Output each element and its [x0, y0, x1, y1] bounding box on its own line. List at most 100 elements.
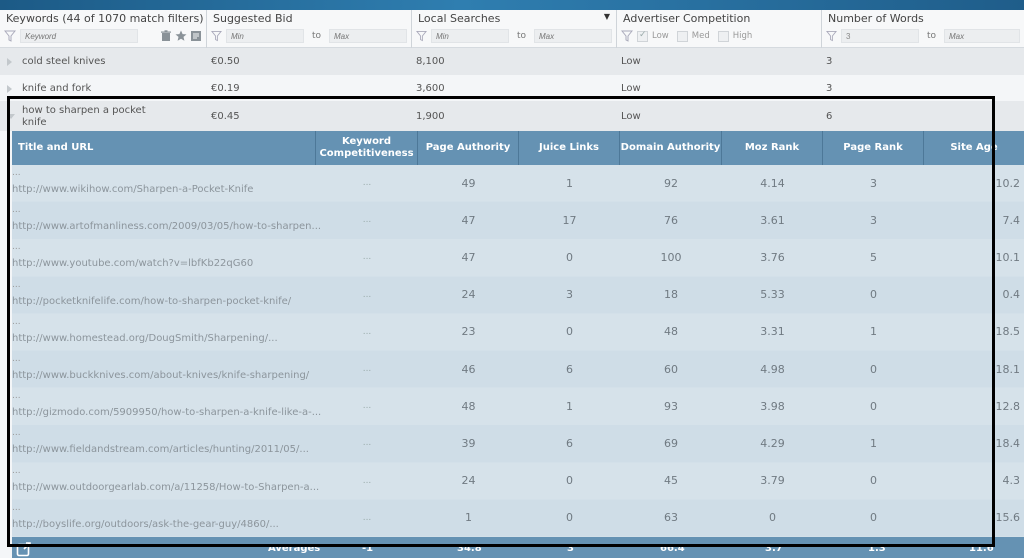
- result-url-link[interactable]: http://pocketknifelife.com/how-to-sharpe…: [12, 295, 292, 307]
- star-icon[interactable]: [175, 30, 187, 42]
- page-rank-cell: 1: [870, 436, 877, 450]
- column-title: Local Searches: [418, 12, 501, 25]
- serp-result-row[interactable]: ... http://www.artofmanliness.com/2009/03…: [12, 202, 1024, 239]
- header-juice-links[interactable]: Juice Links: [519, 131, 620, 165]
- filter-icon[interactable]: [416, 30, 427, 42]
- page-rank-cell: 0: [870, 399, 877, 413]
- competition-cell: Low: [621, 111, 641, 122]
- result-title: ...: [12, 316, 21, 327]
- avg-pa: 34.8: [457, 543, 482, 554]
- searches-min-input[interactable]: [430, 29, 509, 43]
- serp-result-row[interactable]: ... http://www.homestead.org/DougSmith/Sh…: [12, 313, 1024, 351]
- competition-low-checkbox[interactable]: [637, 30, 648, 42]
- result-url-link[interactable]: http://www.buckknives.com/about-knives/k…: [12, 370, 310, 381]
- serp-result-row[interactable]: ... http://gizmodo.com/5909950/how-to-sha…: [12, 388, 1024, 425]
- result-url-link[interactable]: http://www.artofmanliness.com/2009/03/05…: [12, 221, 322, 233]
- serp-result-row[interactable]: ... http://boyslife.org/outdoors/ask-the-…: [12, 499, 1024, 537]
- filter-icon[interactable]: [621, 30, 633, 42]
- searches-max-input[interactable]: [534, 29, 612, 43]
- sort-desc-icon[interactable]: ▼: [603, 12, 610, 21]
- serp-result-row[interactable]: ... http://www.fieldandstream.com/article…: [12, 425, 1024, 462]
- bid-min-input[interactable]: [225, 29, 304, 43]
- header-title-url[interactable]: Title and URL: [12, 131, 316, 165]
- collapse-arrow-icon[interactable]: [7, 114, 15, 119]
- header-domain-authority[interactable]: Domain Authority: [620, 131, 722, 165]
- serp-result-row[interactable]: ... http://pocketknifelife.com/how-to-sha…: [12, 276, 1024, 313]
- filter-icon[interactable]: [4, 30, 16, 42]
- result-url-link[interactable]: http://gizmodo.com/5909950/how-to-sharpe…: [12, 407, 322, 419]
- header-moz-rank[interactable]: Moz Rank: [722, 131, 823, 165]
- serp-result-row[interactable]: ... http://www.wikihow.com/Sharpen-a-Pock…: [12, 165, 1024, 202]
- juice-links-cell: 6: [566, 436, 573, 450]
- words-max-input[interactable]: [944, 29, 1020, 43]
- header-page-rank[interactable]: Page Rank: [823, 131, 924, 165]
- words-min-input[interactable]: [840, 29, 919, 43]
- external-link-icon[interactable]: [16, 541, 32, 557]
- site-age-cell: 4.3: [1002, 474, 1021, 488]
- column-local-searches[interactable]: Local Searches ▼ to: [412, 10, 617, 48]
- result-title: ...: [12, 465, 21, 476]
- serp-result-row[interactable]: ... http://www.buckknives.com/about-knive…: [12, 351, 1024, 388]
- page-rank-cell: 0: [870, 511, 877, 525]
- header-keyword-competitiveness[interactable]: Keyword Competitiveness: [316, 131, 418, 165]
- keyword-competitiveness-cell: ...: [362, 364, 372, 374]
- to-label: to: [516, 31, 526, 41]
- header-site-age[interactable]: Site Age: [950, 142, 998, 153]
- keyword-competitiveness-cell: ...: [362, 512, 372, 523]
- juice-links-cell: 0: [566, 250, 573, 264]
- site-age-cell: 0.4: [1002, 288, 1021, 302]
- header-page-authority[interactable]: Page Authority: [418, 131, 519, 165]
- words-cell: 3: [826, 83, 833, 94]
- keyword-cell: how to sharpen a pocket knife: [22, 104, 146, 128]
- site-age-cell: 18.1: [995, 362, 1021, 376]
- searches-cell: 1,900: [416, 111, 445, 122]
- moz-rank-cell: 3.98: [760, 399, 785, 413]
- expand-arrow-icon[interactable]: [7, 58, 12, 66]
- words-cell: 6: [826, 111, 833, 122]
- serp-result-row[interactable]: ... http://www.outdoorgearlab.com/a/11258…: [12, 462, 1024, 499]
- juice-links-cell: 1: [566, 399, 573, 413]
- page-rank-cell: 5: [870, 250, 877, 264]
- juice-links-cell: 0: [566, 474, 573, 488]
- keyword-filter-input[interactable]: [20, 29, 138, 43]
- juice-links-cell: 0: [566, 511, 573, 525]
- averages-row: Averages -1 34.8 3 66.4 3.7 1.3 11.6: [12, 537, 1024, 558]
- result-url-link[interactable]: http://www.outdoorgearlab.com/a/11258/Ho…: [12, 481, 320, 493]
- keyword-row-expanded[interactable]: how to sharpen a pocket knife €0.45 1,90…: [0, 102, 1024, 131]
- notes-icon[interactable]: [190, 30, 202, 42]
- result-url-link[interactable]: http://www.homestead.org/DougSmith/Sharp…: [12, 332, 278, 344]
- page-rank-cell: 0: [870, 288, 877, 302]
- result-title: ...: [12, 279, 21, 290]
- domain-authority-cell: 63: [664, 511, 678, 525]
- juice-links-cell: 0: [566, 325, 573, 339]
- bid-cell: €0.45: [211, 111, 240, 122]
- competition-high-checkbox[interactable]: [717, 30, 729, 42]
- column-title: Suggested Bid: [213, 12, 293, 25]
- domain-authority-cell: 93: [664, 399, 678, 413]
- keyword-row[interactable]: cold steel knives €0.50 8,100 Low 3: [0, 48, 1024, 75]
- bid-max-input[interactable]: [329, 29, 407, 43]
- result-title: ...: [12, 242, 21, 253]
- moz-rank-cell: 5.33: [760, 288, 785, 302]
- detail-header: Title and URL Keyword Competitiveness Pa…: [12, 131, 1024, 165]
- serp-result-row[interactable]: ... http://www.youtube.com/watch?v=lbfKb2…: [12, 239, 1024, 276]
- competition-med-checkbox[interactable]: [676, 30, 688, 42]
- result-url-link[interactable]: http://www.fieldandstream.com/articles/h…: [12, 444, 309, 456]
- result-title: ...: [12, 168, 21, 178]
- expand-arrow-icon[interactable]: [7, 85, 12, 93]
- keyword-competitiveness-cell: ...: [362, 215, 372, 226]
- result-url-link[interactable]: http://www.wikihow.com/Sharpen-a-Pocket-…: [12, 184, 254, 195]
- keyword-grid: Keywords (44 of 1070 match filters) Sugg…: [0, 10, 1024, 558]
- keyword-row[interactable]: knife and fork €0.19 3,600 Low 3: [0, 75, 1024, 102]
- column-title: Advertiser Competition: [623, 12, 751, 25]
- page-rank-cell: 0: [870, 362, 877, 376]
- filter-icon[interactable]: [211, 30, 222, 42]
- trash-icon[interactable]: [160, 30, 172, 42]
- moz-rank-cell: 3.61: [760, 213, 785, 227]
- site-age-cell: 10.2: [995, 176, 1021, 190]
- page-authority-cell: 49: [461, 176, 476, 190]
- result-url-link[interactable]: http://boyslife.org/outdoors/ask-the-gea…: [12, 518, 279, 530]
- result-url-link[interactable]: http://www.youtube.com/watch?v=lbfKb22qG…: [12, 258, 254, 270]
- filter-icon[interactable]: [826, 30, 837, 42]
- result-title: ...: [12, 205, 21, 216]
